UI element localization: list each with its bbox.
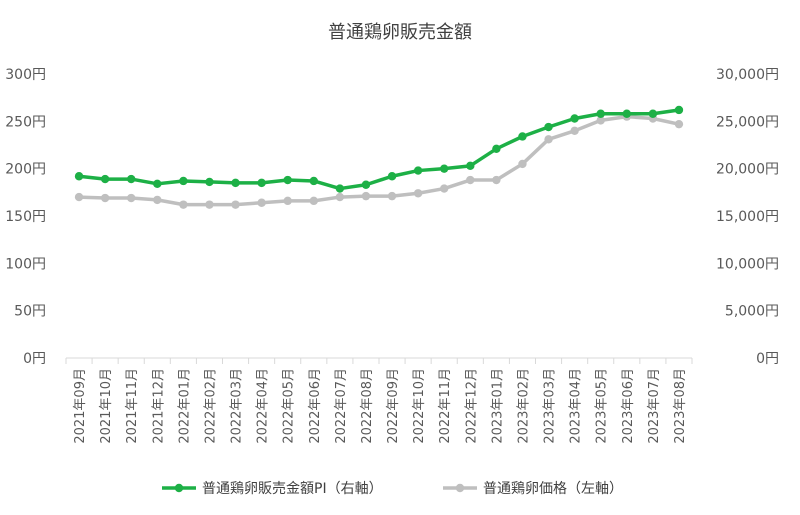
legend-marker	[174, 483, 184, 493]
legend-label: 普通鶏卵販売金額PI（右軸）	[202, 481, 383, 497]
right-tick-label: 0円	[756, 351, 779, 367]
data-point	[309, 176, 318, 186]
data-point	[127, 174, 136, 184]
series-line	[78, 108, 680, 191]
right-axis: 0円 5,000円 10,000円 15,000円 20,000円 25,000円 30,0…	[716, 67, 779, 367]
x-tick-label: 2022年11月	[438, 368, 453, 444]
data-point	[309, 196, 318, 206]
data-point	[231, 178, 240, 188]
data-point	[466, 161, 475, 171]
x-tick-label: 2022年05月	[282, 368, 297, 444]
right-tick-label: 25,000円	[716, 114, 779, 130]
series-line	[78, 114, 680, 207]
x-tick-label: 2022年04月	[256, 368, 271, 444]
data-point	[518, 159, 527, 169]
left-tick-label: 200円	[5, 162, 46, 178]
x-tick-label: 2022年09月	[386, 368, 401, 444]
right-tick-label: 30,000円	[716, 67, 779, 83]
data-point	[387, 172, 397, 181]
x-tick-label: 2021年11月	[125, 368, 140, 444]
left-tick-label: 0円	[23, 351, 46, 367]
data-point	[361, 191, 371, 201]
x-tick-label: 2021年12月	[151, 368, 166, 444]
data-point	[544, 135, 553, 144]
legend-marker	[455, 483, 465, 493]
data-point	[596, 116, 605, 125]
data-point	[205, 200, 214, 209]
x-tick-label: 2023年07月	[647, 368, 662, 444]
data-point	[179, 176, 188, 186]
data-point	[153, 179, 162, 189]
x-tick-label: 2023年01月	[490, 368, 505, 444]
data-point	[440, 164, 449, 173]
left-tick-label: 50円	[14, 304, 46, 320]
left-tick-label: 150円	[5, 209, 46, 225]
data-point	[127, 193, 136, 203]
x-tick-label: 2023年02月	[516, 368, 531, 444]
x-tick-label: 2022年01月	[177, 368, 192, 444]
x-tick-label: 2023年04月	[569, 368, 584, 444]
data-point	[335, 184, 345, 193]
data-point	[622, 109, 631, 118]
chart-title: 普通鶏卵販売金額	[328, 22, 472, 43]
x-tick-label: 2021年09月	[73, 368, 88, 444]
left-tick-label: 100円	[5, 256, 46, 272]
data-point	[179, 200, 188, 209]
data-point	[335, 192, 345, 202]
x-tick-label: 2022年03月	[230, 368, 245, 444]
data-point	[283, 175, 292, 185]
data-point	[74, 192, 84, 202]
right-tick-label: 20,000円	[716, 162, 779, 178]
legend-label: 普通鶏卵価格（左軸）	[483, 481, 623, 497]
data-point	[492, 175, 501, 185]
data-point	[283, 196, 292, 206]
data-point	[492, 144, 501, 153]
data-point	[648, 109, 658, 118]
data-point	[100, 193, 110, 203]
data-point	[205, 177, 214, 187]
legend: 普通鶏卵販売金額PI（右軸） 普通鶏卵価格（左軸）	[162, 481, 623, 497]
x-axis: 2021年09月 2021年10月 2021年11月 2021年12月 2022年01月…	[65, 358, 693, 444]
series-layer	[74, 105, 684, 209]
data-point	[413, 166, 423, 175]
data-point	[518, 132, 527, 141]
data-point	[257, 178, 266, 188]
right-tick-label: 5,000円	[725, 304, 779, 320]
left-axis: 0円 50円 100円 150円 200円 250円 300円	[5, 67, 46, 367]
x-tick-label: 2022年08月	[360, 368, 375, 444]
data-point	[674, 119, 684, 129]
data-point	[570, 126, 579, 135]
right-tick-label: 10,000円	[716, 256, 779, 272]
left-tick-label: 250円	[5, 114, 46, 130]
right-tick-label: 15,000円	[716, 209, 779, 225]
left-tick-label: 300円	[5, 67, 46, 83]
data-point	[100, 174, 110, 184]
data-point	[544, 122, 553, 132]
x-tick-label: 2022年10月	[412, 368, 427, 444]
data-point	[231, 200, 240, 209]
x-tick-label: 2023年05月	[595, 368, 610, 444]
data-point	[570, 114, 579, 123]
x-tick-label: 2022年06月	[308, 368, 323, 444]
data-point	[466, 175, 475, 185]
x-tick-label: 2022年12月	[464, 368, 479, 444]
data-point	[257, 198, 266, 207]
data-point	[440, 184, 449, 193]
x-tick-label: 2023年06月	[621, 368, 636, 444]
x-tick-label: 2021年10月	[99, 368, 114, 444]
x-tick-label: 2023年03月	[543, 368, 558, 444]
data-point	[153, 195, 162, 205]
x-tick-label: 2023年08月	[673, 368, 688, 444]
data-point	[361, 180, 371, 189]
data-point	[413, 189, 423, 198]
x-tick-label: 2022年07月	[334, 368, 349, 444]
data-point	[596, 109, 605, 118]
data-point	[674, 105, 684, 115]
data-point	[74, 172, 84, 181]
data-point	[387, 191, 397, 201]
x-tick-label: 2022年02月	[203, 368, 218, 444]
